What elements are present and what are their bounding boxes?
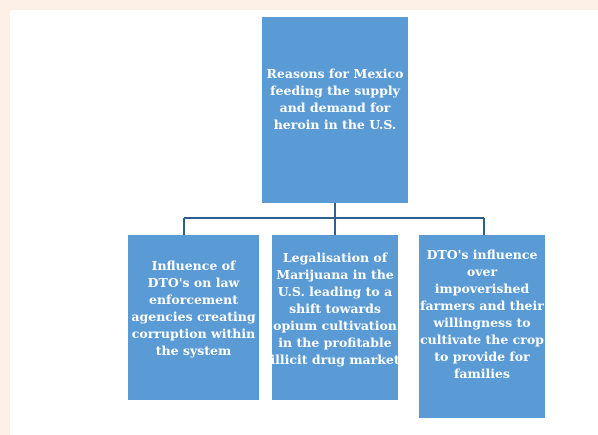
box (128, 235, 259, 400)
box (419, 235, 545, 418)
box-text: the system (156, 343, 231, 358)
box-text: opium cultivation (273, 318, 397, 333)
box-text: cultivate the crop (420, 332, 544, 347)
box-text: and demand for (280, 100, 391, 115)
box-text: families (454, 366, 510, 381)
box-text: in the profitable (278, 335, 391, 350)
box-text: heroin in the U.S. (274, 117, 397, 132)
boxes: Reasons for Mexico feeding the supply and … (128, 17, 545, 418)
box-text: illicit drug market (270, 352, 400, 367)
box-text: Marijuana in the (276, 267, 394, 282)
box-text: Influence of (152, 258, 237, 273)
box-text: DTO's influence (427, 247, 538, 262)
box-text: farmers and their (420, 298, 544, 313)
box-text: to provide for (434, 349, 530, 364)
box-text: corruption within (132, 326, 255, 341)
box-text: Legalisation of (283, 250, 389, 265)
box-text: DTO's on law (148, 275, 241, 290)
box-text: impoverished (435, 281, 530, 296)
box-text: U.S. leading to a (278, 284, 392, 299)
box-text: over (467, 264, 498, 279)
box (272, 235, 398, 400)
box-text: agencies creating (131, 309, 255, 324)
box-text: Reasons for Mexico (267, 66, 404, 81)
box-text: enforcement (149, 292, 238, 307)
box-text: willingness to (432, 315, 530, 330)
box-text: shift towards (289, 301, 381, 316)
box-text: feeding the supply (270, 83, 400, 98)
connectors (183, 203, 485, 235)
box (262, 17, 408, 203)
